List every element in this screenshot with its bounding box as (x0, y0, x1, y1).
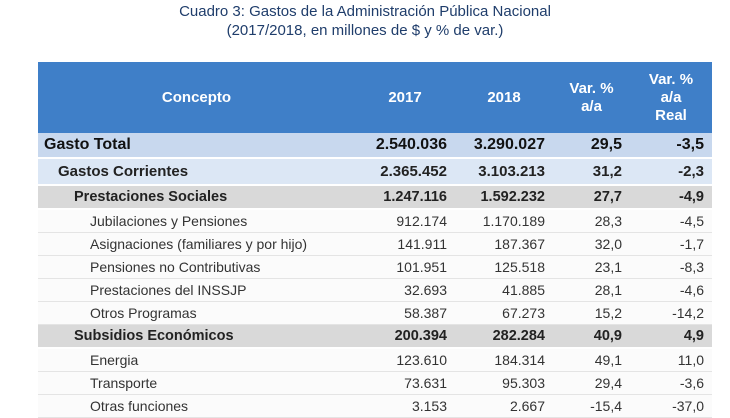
row-label: Otras funciones (38, 394, 355, 418)
table-row: Jubilaciones y Pensiones 912.174 1.170.189… (38, 209, 712, 233)
table-row: Asignaciones (familiares y por hijo) 141.… (38, 232, 712, 256)
cell: 4,9 (630, 324, 712, 349)
header-cell: Concepto (38, 62, 355, 133)
cell: 2.540.036 (355, 133, 455, 159)
row-label: Subsidios Económicos (38, 324, 355, 349)
table-row: Prestaciones Sociales 1.247.116 1.592.232 2… (38, 185, 712, 210)
table-row: Subsidios Económicos 200.394 282.284 40,9 4,… (38, 324, 712, 349)
cell: -3,5 (630, 133, 712, 159)
cell: 29,5 (553, 133, 630, 159)
row-label: Transporte (38, 371, 355, 395)
cell: 40,9 (553, 324, 630, 349)
cell: 184.314 (455, 348, 553, 372)
table-row: Prestaciones del INSSJP 32.693 41.885 28,1-… (38, 278, 712, 302)
cell: 101.951 (355, 255, 455, 279)
cell: -2,3 (630, 158, 712, 186)
cell: 58.387 (355, 301, 455, 325)
cell: 141.911 (355, 232, 455, 256)
cell: 11,0 (630, 348, 712, 372)
cell: -15,4 (553, 394, 630, 418)
row-label: Pensiones no Contributivas (38, 255, 355, 279)
cell: 28,3 (553, 209, 630, 233)
row-label: Asignaciones (familiares y por hijo) (38, 232, 355, 256)
cell: 187.367 (455, 232, 553, 256)
row-label: Jubilaciones y Pensiones (38, 209, 355, 233)
cell: -8,3 (630, 255, 712, 279)
cell: 27,7 (553, 185, 630, 210)
cell: -1,7 (630, 232, 712, 256)
cell: 67.273 (455, 301, 553, 325)
cell: -3,6 (630, 371, 712, 395)
row-label: Gasto Total (38, 133, 355, 159)
cell: -4,9 (630, 185, 712, 210)
cell: 1.170.189 (455, 209, 553, 233)
cell: 123.610 (355, 348, 455, 372)
row-label: Gastos Corrientes (38, 158, 355, 186)
table-row: Otros Programas 58.387 67.273 15,2 -14,2 (38, 301, 712, 325)
cell: 125.518 (455, 255, 553, 279)
cell: -4,6 (630, 278, 712, 302)
header-cell: Var. % a/a Real (630, 62, 712, 133)
cell: 1.592.232 (455, 185, 553, 210)
cell: -14,2 (630, 301, 712, 325)
row-label: Prestaciones del INSSJP (38, 278, 355, 302)
cell: 32,0 (553, 232, 630, 256)
table-row: Pensiones no Contributivas 101.951 125.518… (38, 255, 712, 279)
header-cell: 2018 (455, 62, 553, 133)
cell: 31,2 (553, 158, 630, 186)
cell: -37,0 (630, 394, 712, 418)
cell: 3.103.213 (455, 158, 553, 186)
table: Concepto 2017 2018 Var. % a/a Var. % a/a Rea… (38, 62, 712, 418)
title: Cuadro 3: Gastos de la Administración Pú… (179, 3, 551, 20)
cell: 41.885 (455, 278, 553, 302)
cell: 2.365.452 (355, 158, 455, 186)
cell: 95.303 (455, 371, 553, 395)
cell: 3.290.027 (455, 133, 553, 159)
cell: 28,1 (553, 278, 630, 302)
row-label: Prestaciones Sociales (38, 185, 355, 210)
cell: 29,4 (553, 371, 630, 395)
table-row: Otras funciones 3.153 2.667 -15,4 -37,0 (38, 394, 712, 418)
cell: 32.693 (355, 278, 455, 302)
cell: 912.174 (355, 209, 455, 233)
subtitle: (2017/2018, en millones de $ y % de var.… (226, 22, 504, 39)
row-label: Otros Programas (38, 301, 355, 325)
row-label: Energia (38, 348, 355, 372)
cell: 73.631 (355, 371, 455, 395)
header-cell: Var. % a/a (553, 62, 630, 133)
header-row: Concepto 2017 2018 Var. % a/a Var. % a/a Rea… (38, 62, 712, 133)
table-row: Gastos Corrientes 2.365.452 3.103.213 31,2-… (38, 158, 712, 186)
cell: 282.284 (455, 324, 553, 349)
cell: 15,2 (553, 301, 630, 325)
cell: 23,1 (553, 255, 630, 279)
header-cell: 2017 (355, 62, 455, 133)
cell: 49,1 (553, 348, 630, 372)
table-row: Energia 123.610 184.314 49,1 11,0 (38, 348, 712, 372)
table-row: Transporte 73.631 95.303 29,4 -3,6 (38, 371, 712, 395)
cell: -4,5 (630, 209, 712, 233)
cell: 1.247.116 (355, 185, 455, 210)
cell: 2.667 (455, 394, 553, 418)
table-row: Gasto Total 2.540.036 3.290.027 29,5 -3,5 (38, 133, 712, 159)
cell: 200.394 (355, 324, 455, 349)
cell: 3.153 (355, 394, 455, 418)
